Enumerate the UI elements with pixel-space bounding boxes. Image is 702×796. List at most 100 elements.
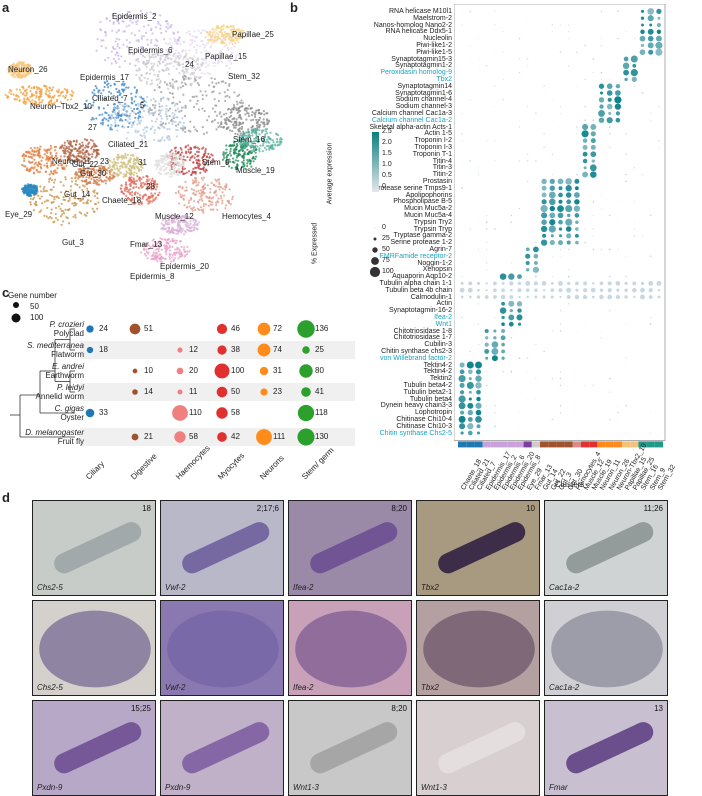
umap-point [159,14,161,16]
umap-point [267,122,269,124]
umap-label: Gut_3 [62,238,84,247]
umap-point [258,109,260,111]
dot [616,295,620,299]
umap-point [212,208,214,210]
specimen-drawing [33,501,156,596]
umap-point [215,185,217,187]
umap-point [191,226,193,228]
dot [503,93,504,94]
umap-point [215,194,217,196]
dot [469,296,472,299]
umap-point [182,173,184,175]
umap-point [155,168,157,170]
umap-point [30,147,32,149]
umap-point [185,151,187,153]
umap-point [171,246,173,248]
dot [640,30,644,34]
dot [650,215,652,217]
dot [625,154,626,155]
umap-point [131,167,133,169]
umap-point [204,90,206,92]
dot [583,145,588,150]
umap-point [184,115,186,117]
umap-point [198,108,200,110]
umap-label: Hemocytes_4 [222,212,271,221]
dot [475,382,481,388]
umap-point [144,56,146,58]
umap-point [66,91,68,93]
dot [609,147,611,149]
umap-point [168,232,170,234]
dot [634,222,635,223]
dot [525,254,530,259]
dot [575,282,579,286]
umap-point [255,148,257,150]
dot [575,220,578,223]
umap-point [178,202,180,204]
umap-point [9,89,11,91]
umap-point [122,44,124,46]
umap-point [190,73,192,75]
dot [491,348,498,355]
gene-count-dot [177,347,182,352]
umap-cluster-17 [175,176,234,213]
dot [591,138,596,143]
umap-point [237,41,239,43]
umap-point [51,179,53,181]
umap-point [94,143,96,145]
umap-point [81,141,83,143]
dot [626,324,627,325]
umap-point [71,150,73,152]
gene-count: 12 [189,345,198,354]
umap-point [209,208,211,210]
umap-point [154,164,156,166]
dot [616,111,620,115]
dot [460,383,465,388]
umap-point [208,205,210,207]
umap-point [44,201,46,203]
umap-point [227,49,229,51]
umap-point [125,113,127,115]
umap-point [169,138,171,140]
dot [584,119,586,121]
cluster-color-cell [532,441,540,447]
cluster-color-cell [565,441,573,447]
dot [493,295,497,299]
dot [632,77,637,82]
dot [608,288,612,292]
umap-point [193,55,195,57]
dot [510,337,512,339]
dot [542,234,546,238]
umap-point [94,180,96,182]
umap-point [85,179,87,181]
gene-count-dot [258,344,271,357]
umap-point [132,187,134,189]
umap-point [182,85,184,87]
umap-point [59,94,61,96]
umap-point [39,198,41,200]
umap-label: Epidermis_20 [160,262,209,271]
dot [541,199,546,204]
umap-point [133,111,135,113]
umap-point [262,144,264,146]
dot [568,303,569,304]
umap-point [175,109,177,111]
umap-point [267,136,269,138]
umap-point [194,40,196,42]
umap-point [166,223,168,225]
umap-point [116,156,118,158]
cluster-color-cell [622,441,630,447]
umap-point [141,97,143,99]
dot [543,351,545,353]
umap-point [111,162,113,164]
umap-point [220,123,222,125]
umap-point [8,91,10,93]
dot [609,168,610,169]
dot [501,295,505,299]
umap-point [146,81,148,83]
umap-point [165,30,167,32]
cluster-color-cell [458,441,466,447]
